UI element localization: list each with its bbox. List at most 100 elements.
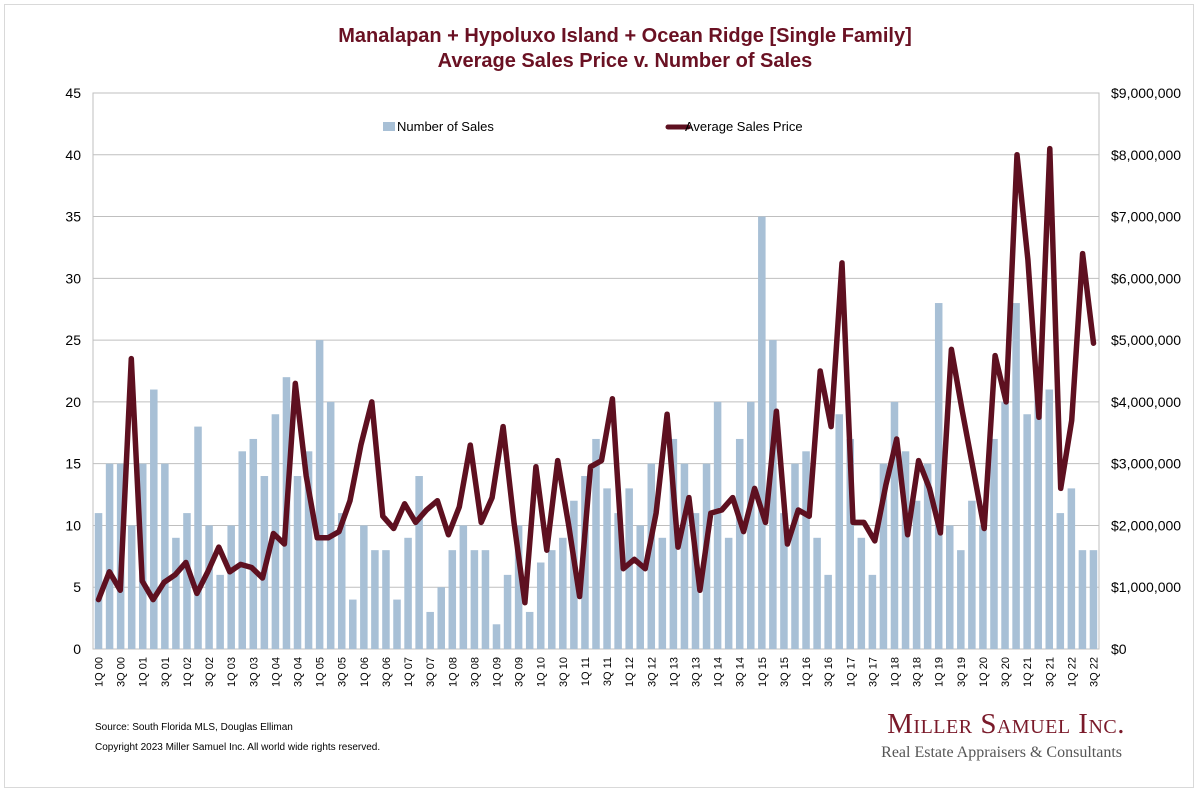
bar: [945, 525, 954, 649]
bar: [625, 488, 633, 649]
bar: [337, 513, 346, 649]
bar: [647, 463, 656, 649]
bar: [1001, 401, 1009, 649]
bar: [470, 550, 479, 649]
x-axis-tick-label: 1Q 08: [447, 657, 459, 687]
right-axis-tick-label: $0: [1111, 641, 1127, 657]
bar: [636, 525, 644, 649]
bar: [1023, 414, 1031, 649]
left-axis-tick-label: 25: [65, 332, 81, 348]
bar: [249, 438, 258, 649]
bar: [614, 513, 622, 649]
x-axis-tick-label: 1Q 12: [624, 657, 636, 687]
left-axis-tick-label: 30: [65, 270, 81, 286]
bar: [934, 303, 943, 649]
bar: [658, 537, 667, 649]
bar: [481, 550, 490, 649]
bar: [912, 500, 921, 649]
x-axis-tick-label: 3Q 06: [381, 657, 393, 687]
left-axis-tick-label: 35: [65, 209, 81, 225]
left-axis-tick-label: 45: [65, 85, 81, 101]
bar: [791, 463, 799, 649]
right-axis-tick-label: $8,000,000: [1111, 147, 1181, 163]
bar: [968, 500, 976, 649]
bar: [326, 401, 335, 649]
x-axis-tick-label: 1Q 07: [403, 657, 415, 687]
left-axis-tick-label: 40: [65, 147, 81, 163]
bar: [548, 550, 556, 649]
x-axis-tick-label: 1Q 16: [801, 657, 813, 687]
left-axis-tick-label: 10: [65, 517, 81, 533]
bar: [735, 438, 744, 649]
right-axis-tick-label: $4,000,000: [1111, 394, 1181, 410]
bar: [713, 401, 722, 649]
bar: [426, 611, 434, 649]
bar: [382, 550, 390, 649]
bar: [990, 438, 998, 649]
bar: [150, 389, 158, 649]
bar: [879, 463, 888, 649]
footer-source: Source: South Florida MLS, Douglas Ellim…: [95, 722, 293, 733]
x-axis-tick-label: 3Q 04: [293, 657, 305, 687]
bar: [492, 624, 501, 649]
bar: [901, 451, 910, 649]
chart-title: Manalapan + Hypoluxo Island + Ocean Ridg…: [338, 25, 912, 47]
x-axis-tick-label: 3Q 20: [1000, 657, 1012, 687]
bar: [691, 513, 700, 649]
bar: [404, 537, 412, 649]
bar: [979, 525, 987, 649]
legend-label-number-of-sales: Number of Sales: [397, 119, 494, 134]
bar: [183, 513, 191, 649]
bar: [603, 488, 611, 649]
bar: [769, 340, 777, 649]
bar: [360, 525, 368, 649]
x-axis-tick-label: 1Q 18: [889, 657, 901, 687]
chart-frame: [4, 4, 1194, 788]
brand-logo-name: Miller Samuel Inc.: [887, 708, 1125, 740]
bar: [161, 463, 169, 649]
bar: [890, 401, 899, 649]
footer-copyright: Copyright 2023 Miller Samuel Inc. All wo…: [95, 742, 381, 753]
chart-subtitle: Average Sales Price v. Number of Sales: [437, 50, 813, 72]
bar: [680, 463, 689, 649]
bar: [669, 438, 678, 649]
right-axis-tick-label: $6,000,000: [1111, 270, 1181, 286]
legend-swatch-number-of-sales: [383, 122, 395, 131]
bar: [293, 476, 302, 649]
x-axis-tick-label: 1Q 01: [138, 657, 150, 687]
bar: [415, 476, 423, 649]
bar: [194, 426, 202, 649]
bar: [747, 401, 755, 649]
bar: [1034, 389, 1042, 649]
bar: [349, 599, 357, 649]
x-axis-tick-label: 1Q 15: [757, 657, 769, 687]
bar: [824, 574, 832, 649]
bar: [393, 599, 401, 649]
bar: [371, 550, 379, 649]
bar: [459, 525, 468, 649]
x-axis-tick-label: 1Q 09: [492, 657, 504, 687]
x-axis-tick-label: 1Q 02: [182, 657, 194, 687]
x-axis-tick-label: 3Q 16: [823, 657, 835, 687]
bar: [172, 537, 180, 649]
x-axis-tick-label: 3Q 15: [779, 657, 791, 687]
x-axis-tick-label: 1Q 17: [845, 657, 857, 687]
chart-title-block: Manalapan + Hypoluxo Island + Ocean Ridg…: [0, 24, 1200, 74]
bar: [514, 525, 523, 649]
x-axis-tick-label: 1Q 06: [359, 657, 371, 687]
x-axis-tick-label: 3Q 03: [248, 657, 260, 687]
bar: [227, 525, 235, 649]
x-axis-tick-label: 3Q 09: [514, 657, 526, 687]
bar: [835, 414, 843, 649]
x-axis-tick-label: 1Q 04: [270, 657, 282, 687]
x-axis-tick-label: 3Q 21: [1044, 657, 1056, 687]
x-axis-tick-label: 3Q 05: [337, 657, 349, 687]
x-axis-tick-label: 1Q 14: [713, 657, 725, 687]
bar: [536, 562, 545, 649]
right-axis-tick-label: $1,000,000: [1111, 579, 1181, 595]
right-axis-tick-label: $9,000,000: [1111, 85, 1181, 101]
bar: [868, 574, 877, 649]
x-axis-tick-label: 1Q 05: [315, 657, 327, 687]
x-axis-tick-label: 1Q 20: [978, 657, 990, 687]
bar: [216, 574, 224, 649]
